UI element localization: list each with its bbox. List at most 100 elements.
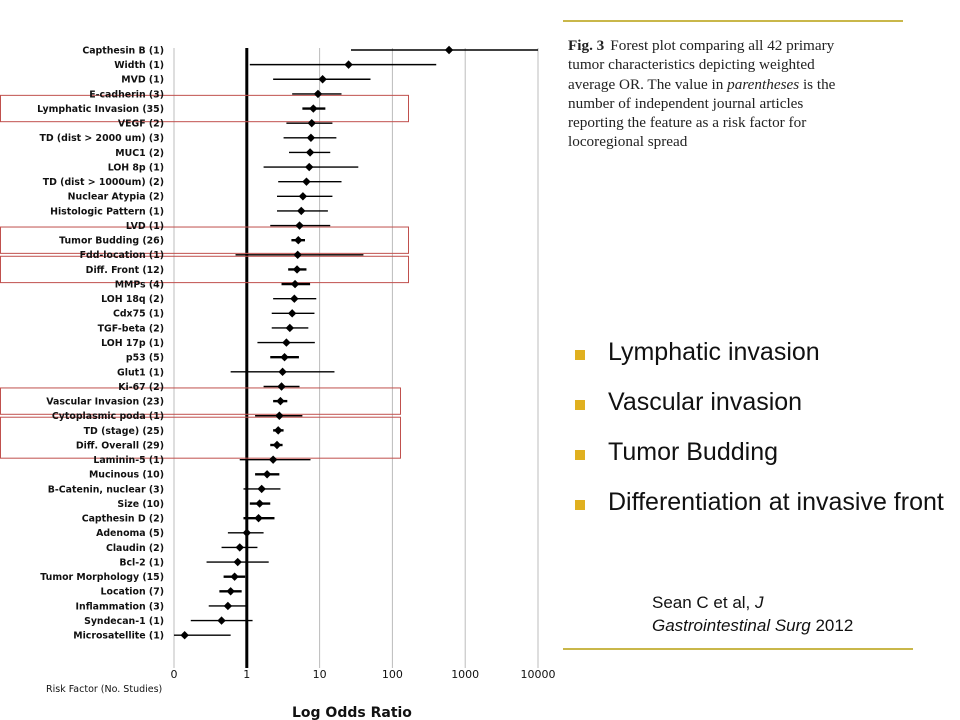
x-axis-ticks: 0 1 10 100 1000 10000	[171, 668, 556, 681]
row-label: LOH 8p (1)	[108, 162, 164, 173]
row-label: TGF-beta (2)	[98, 323, 164, 334]
highlight-boxes	[0, 94, 409, 459]
point-estimate-marker	[309, 104, 318, 113]
point-estimate-marker	[217, 616, 226, 625]
row-label: LVD (1)	[126, 221, 164, 232]
x-tick-label: 100	[382, 668, 403, 681]
x-tick-label: 10000	[521, 668, 556, 681]
row-label: Inflammation (3)	[76, 601, 164, 612]
point-estimate-marker	[262, 470, 272, 479]
x-tick-label: 1	[243, 668, 250, 681]
point-estimate-marker	[278, 367, 287, 377]
point-estimate-marker	[255, 499, 264, 508]
row-label: TD (dist > 2000 um) (3)	[39, 133, 164, 144]
row-label: TD (dist > 1000um) (2)	[43, 177, 164, 188]
row-label: TD (stage) (25)	[84, 426, 164, 437]
row-label: Syndecan-1 (1)	[84, 616, 164, 627]
bullet-item: Vascular invasion	[572, 388, 952, 418]
point-estimate-marker	[282, 338, 291, 347]
highlight-box	[0, 387, 401, 415]
bottom-accent-rule	[563, 648, 913, 650]
x-tick-label: 0	[171, 668, 178, 681]
row-label: Size (10)	[117, 499, 164, 510]
figure-caption: Fig. 3 Forest plot comparing all 42 prima…	[568, 36, 848, 152]
highlight-box	[0, 416, 401, 459]
point-estimate-marker	[275, 411, 284, 420]
x-axis-title: Log Odds Ratio	[292, 705, 412, 720]
point-estimate-marker	[242, 528, 251, 537]
point-estimate-marker	[295, 221, 304, 230]
row-label: Capthesin B (1)	[82, 45, 164, 56]
row-label: Diff. Overall (29)	[76, 440, 164, 451]
caption-italic: parentheses	[727, 75, 800, 93]
bullet-list: Lymphatic invasion Vascular invasion Tum…	[572, 338, 952, 538]
point-estimate-marker	[344, 60, 353, 69]
row-label: Laminin-5 (1)	[93, 455, 164, 466]
point-estimate-marker	[268, 455, 278, 464]
point-estimate-marker	[285, 323, 295, 333]
row-label: Histologic Pattern (1)	[50, 206, 164, 217]
row-label: p53 (5)	[126, 353, 164, 364]
point-estimate-marker	[272, 440, 282, 450]
point-estimate-marker	[305, 148, 315, 157]
highlight-box	[0, 255, 409, 284]
row-label: Nuclear Atypia (2)	[68, 192, 164, 203]
row-label: VEGF (2)	[118, 119, 164, 130]
row-label: Lymphatic Invasion (35)	[37, 104, 164, 115]
square-bullet-icon	[575, 400, 585, 410]
row-label: Tumor Morphology (15)	[40, 572, 164, 583]
point-estimate-marker	[290, 294, 299, 303]
row-label: MMPs (4)	[115, 279, 164, 290]
point-estimate-marker	[294, 235, 303, 245]
point-estimate-marker	[293, 250, 302, 260]
row-label: LOH 18q (2)	[101, 294, 164, 305]
row-label: Bcl-2 (1)	[119, 557, 164, 568]
row-label: Cytoplasmic poda (1)	[52, 411, 164, 422]
row-label: Mucinous (10)	[89, 470, 164, 481]
point-estimate-marker	[280, 353, 289, 362]
point-estimate-marker	[444, 45, 454, 55]
point-estimate-marker	[274, 426, 283, 435]
point-estimate-marker	[223, 601, 233, 611]
point-estimate-marker	[277, 382, 286, 391]
point-estimate-marker	[302, 177, 311, 186]
corner-label: Risk Factor (No. Studies)	[46, 684, 162, 695]
point-estimate-marker	[298, 192, 308, 201]
row-label: Claudin (2)	[106, 543, 164, 554]
row-labels: Capthesin B (1) Width (1) MVD (1) E-cadheri…	[37, 45, 164, 641]
row-label: Diff. Front (12)	[86, 265, 164, 276]
square-bullet-icon	[575, 500, 585, 510]
bullet-item: Tumor Budding	[572, 438, 952, 468]
x-tick-label: 1000	[451, 668, 479, 681]
point-estimate-marker	[306, 133, 316, 142]
row-label: LOH 17p (1)	[101, 338, 164, 349]
caption-lead: Fig. 3	[568, 37, 605, 54]
square-bullet-icon	[575, 450, 585, 460]
top-accent-rule	[563, 20, 903, 22]
point-estimate-marker	[230, 572, 239, 581]
row-label: MUC1 (2)	[115, 148, 164, 159]
row-label: E-cadherin (3)	[89, 89, 164, 100]
point-estimate-marker	[254, 513, 263, 523]
point-estimate-marker	[180, 631, 189, 640]
bullet-item: Lymphatic invasion	[572, 338, 952, 368]
x-tick-label: 10	[313, 668, 327, 681]
row-label: Tumor Budding (26)	[59, 236, 164, 247]
row-label: Width (1)	[114, 60, 164, 71]
confidence-intervals	[174, 45, 538, 640]
gridlines	[173, 48, 539, 668]
point-estimate-marker	[257, 484, 266, 494]
forest-plot: Capthesin B (1) Width (1) MVD (1) E-cadheri…	[0, 45, 556, 720]
point-estimate-marker	[307, 118, 316, 128]
point-estimate-marker	[226, 587, 235, 596]
row-label: Adenoma (5)	[96, 528, 164, 539]
highlight-box	[0, 226, 409, 254]
point-estimate-marker	[313, 89, 323, 99]
citation: Sean C et al, J Gastrointestinal Surg 20…	[652, 593, 854, 635]
row-label: MVD (1)	[121, 75, 164, 86]
caption-text-1: Forest plot comparing all 42 primary tum…	[568, 37, 835, 93]
highlight-box	[0, 94, 409, 123]
point-estimate-marker	[290, 279, 300, 289]
caption-text-2: is the number of independent journal art…	[568, 75, 836, 151]
row-label: Glut1 (1)	[117, 367, 164, 378]
